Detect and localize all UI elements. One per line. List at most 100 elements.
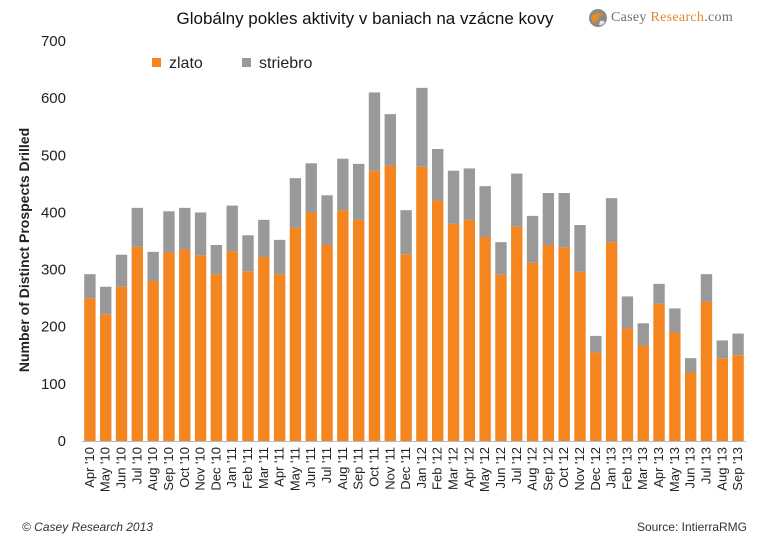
bar-zlato xyxy=(574,271,586,441)
bar-striebro xyxy=(384,114,396,166)
bar-striebro xyxy=(352,163,365,220)
legend-swatch xyxy=(242,58,251,67)
x-tick-label: Feb '11 xyxy=(240,447,255,489)
bar-zlato xyxy=(716,358,728,441)
bar-striebro xyxy=(289,178,302,228)
y-tick-label: 400 xyxy=(41,204,66,221)
legend-label: striebro xyxy=(259,55,312,72)
bar-zlato xyxy=(526,262,539,441)
bar-striebro xyxy=(432,149,444,201)
bar-zlato xyxy=(447,223,460,441)
x-tick-label: Apr '10 xyxy=(82,447,97,488)
x-tick-label: Jul '10 xyxy=(129,447,144,484)
x-tick-label: Jul '12 xyxy=(509,447,524,484)
bar-zlato xyxy=(432,200,444,441)
bar-zlato xyxy=(621,328,634,441)
x-tick-label: Apr '13 xyxy=(651,447,666,488)
bar-striebro xyxy=(337,158,349,211)
x-tick-label: Sep '12 xyxy=(540,447,555,491)
bar-striebro xyxy=(194,212,207,256)
copyright: © Casey Research 2013 xyxy=(22,520,153,534)
bar-zlato xyxy=(210,274,223,441)
bar-striebro xyxy=(100,286,112,315)
bar-striebro xyxy=(558,193,570,248)
bar-striebro xyxy=(590,335,602,353)
bar-striebro xyxy=(115,254,128,287)
x-tick-label: May '12 xyxy=(477,447,492,492)
y-tick-label: 200 xyxy=(41,319,66,336)
bar-striebro xyxy=(669,308,681,333)
bar-striebro xyxy=(621,296,634,329)
bar-striebro xyxy=(637,323,649,346)
bar-striebro xyxy=(511,173,523,227)
source-note: Source: IntierraRMG xyxy=(636,520,747,534)
bar-striebro xyxy=(400,210,412,255)
bar-zlato xyxy=(258,257,270,441)
bar-zlato xyxy=(495,274,507,441)
bar-zlato xyxy=(542,245,555,441)
bar-zlato xyxy=(163,252,175,441)
bar-zlato xyxy=(115,286,128,441)
x-tick-label: May '11 xyxy=(287,447,302,491)
bar-zlato xyxy=(684,372,697,441)
bar-zlato xyxy=(558,247,570,441)
x-tick-label: Oct '11 xyxy=(366,447,381,487)
x-tick-label: Oct '10 xyxy=(177,447,192,488)
x-tick-label: Nov '12 xyxy=(572,447,587,491)
bar-striebro xyxy=(495,242,507,275)
bar-striebro xyxy=(321,195,333,245)
bar-striebro xyxy=(574,225,586,272)
legend-label: zlato xyxy=(169,55,203,72)
bar-zlato xyxy=(732,355,744,441)
bar-striebro xyxy=(653,283,665,304)
bar-striebro xyxy=(542,193,555,245)
bar-zlato xyxy=(463,219,476,441)
bar-striebro xyxy=(163,211,175,253)
x-tick-label: Feb '12 xyxy=(430,447,445,490)
bar-zlato xyxy=(637,345,649,441)
x-tick-label: Sep '10 xyxy=(161,447,176,491)
x-tick-label: Aug '11 xyxy=(335,447,350,490)
bar-striebro xyxy=(242,235,254,272)
globe-icon xyxy=(589,9,607,27)
bar-zlato xyxy=(511,226,523,441)
bar-striebro xyxy=(716,340,728,359)
x-tick-label: Apr '11 xyxy=(272,447,287,487)
bar-striebro xyxy=(684,358,697,373)
chart-title: Globálny pokles aktivity v baniach na vz… xyxy=(176,9,554,28)
x-tick-label: May '13 xyxy=(667,447,682,492)
x-tick-label: Jun '10 xyxy=(114,447,129,489)
x-tick-label: Mar '13 xyxy=(635,447,650,490)
x-tick-label: Jun '11 xyxy=(303,447,318,488)
bar-striebro xyxy=(447,170,460,224)
y-axis: 0 100 200 300 400 500 600 700 xyxy=(41,33,66,450)
bar-zlato xyxy=(226,251,238,441)
x-tick-label: May '10 xyxy=(98,447,113,492)
y-tick-label: 100 xyxy=(41,376,66,393)
bar-striebro xyxy=(273,239,286,275)
bar-zlato xyxy=(273,274,286,441)
x-tick-label: Oct '12 xyxy=(556,447,571,488)
bar-striebro xyxy=(605,198,618,243)
y-tick-label: 500 xyxy=(41,147,66,164)
bar-zlato xyxy=(289,227,302,441)
bar-zlato xyxy=(400,254,412,441)
bar-zlato xyxy=(605,242,618,441)
bar-zlato xyxy=(352,219,365,441)
bar-striebro xyxy=(305,163,317,213)
bar-zlato xyxy=(194,255,207,441)
bar-zlato xyxy=(416,166,428,441)
bar-striebro xyxy=(131,207,144,247)
bar-zlato xyxy=(305,212,317,441)
legend-swatch xyxy=(152,58,161,67)
bar-striebro xyxy=(368,92,381,171)
y-tick-label: 0 xyxy=(58,433,66,450)
x-tick-label: Mar '11 xyxy=(256,447,271,489)
y-axis-label: Number of Distinct Prospects Drilled xyxy=(16,128,32,372)
bar-zlato xyxy=(669,332,681,441)
x-tick-label: Nov '11 xyxy=(382,447,397,490)
bars xyxy=(84,87,744,442)
x-axis: Apr '10 May '10 Jun '10 Jul '10 Aug '10 Sep '… xyxy=(82,441,746,492)
legend: zlato striebro xyxy=(152,55,312,72)
bar-zlato xyxy=(384,165,396,442)
